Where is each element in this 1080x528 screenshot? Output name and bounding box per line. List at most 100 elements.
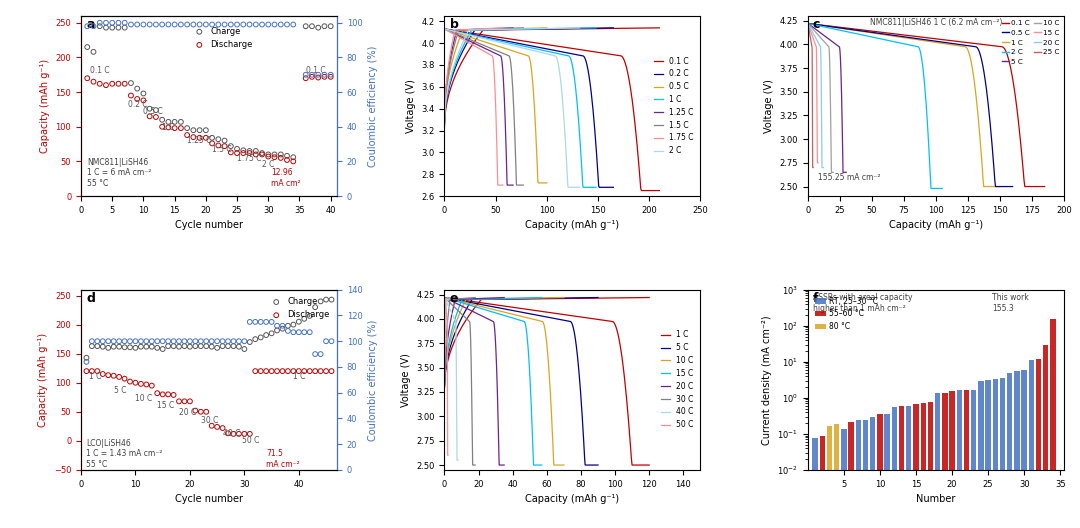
Point [172,118,189,126]
Point [147,113,164,121]
Point [85,78,103,86]
Bar [928,402,933,528]
Point [208,423,226,431]
Y-axis label: Capacity (mAh g⁻¹): Capacity (mAh g⁻¹) [40,59,50,153]
Point [241,430,258,438]
Point [259,20,276,29]
Point [141,112,159,120]
Legend: 0.1 C, 0.2 C, 0.5 C, 1 C, 1.25 C, 1.5 C, 1.75 C, 2 C: 0.1 C, 0.2 C, 0.5 C, 1 C, 1.25 C, 1.5 C,… [650,53,697,158]
Point [310,71,327,79]
Point [132,343,149,351]
Point [262,329,280,337]
Point [78,367,95,375]
Point [219,337,237,345]
Bar [849,421,854,528]
Point [303,71,321,79]
Point [105,337,122,345]
Bar [855,420,861,528]
Point [228,145,245,153]
Text: f: f [813,291,819,305]
Bar [957,391,962,528]
Text: LCO|LiSH46
1 C = 1.43 mA cm⁻²
55 °C: LCO|LiSH46 1 C = 1.43 mA cm⁻² 55 °C [86,439,163,469]
Text: 1 C: 1 C [162,123,175,132]
Bar [820,436,825,528]
Point [203,337,220,345]
Text: 155.25 mA cm⁻²: 155.25 mA cm⁻² [819,173,880,182]
Bar [1014,371,1020,528]
Point [228,149,245,157]
Point [285,367,302,375]
Legend: Charge, Discharge: Charge, Discharge [265,294,333,323]
Point [296,328,313,336]
Point [144,343,161,351]
Point [274,322,292,330]
X-axis label: Cycle number: Cycle number [175,220,243,230]
Point [230,343,247,351]
Point [110,18,127,27]
Point [129,84,146,93]
Bar [812,438,818,528]
Bar [978,381,984,528]
Point [91,18,108,27]
Point [78,354,95,362]
Point [138,343,156,351]
Point [178,131,195,139]
Point [230,337,247,345]
Point [104,18,121,27]
Point [318,367,335,375]
Point [110,337,127,345]
Point [291,328,308,336]
Point [191,126,208,135]
Text: 0.1 C: 0.1 C [91,65,110,74]
Text: This work
155.3: This work 155.3 [993,294,1029,313]
Point [252,318,269,326]
Point [99,337,117,345]
Point [303,22,321,31]
Point [225,342,242,351]
Point [138,380,156,389]
Point [246,318,264,326]
Point [216,136,233,145]
Point [257,367,274,375]
Y-axis label: Voltage (V): Voltage (V) [406,79,416,133]
Point [210,141,227,149]
Point [171,343,188,351]
Point [266,20,283,29]
Bar [906,406,912,528]
Point [219,342,237,351]
Bar [1028,360,1034,528]
Point [166,124,184,133]
Text: 1.75 C: 1.75 C [237,154,261,163]
Point [105,343,122,351]
Point [160,123,177,131]
Point [254,149,271,157]
Point [274,324,292,333]
Point [149,337,166,345]
Point [234,146,252,155]
Point [185,20,202,29]
Y-axis label: Capacity (mAh g⁻¹): Capacity (mAh g⁻¹) [38,333,49,427]
Point [301,312,319,320]
Point [235,430,253,438]
Point [94,343,111,351]
X-axis label: Capacity (mAh g⁻¹): Capacity (mAh g⁻¹) [525,494,620,504]
Point [187,407,204,415]
Point [259,150,276,159]
Point [79,43,96,51]
Point [216,142,233,150]
Point [147,106,164,115]
Point [110,373,127,381]
Legend: 1 C, 5 C, 10 C, 15 C, 20 C, 30 C, 40 C, 50 C: 1 C, 5 C, 10 C, 15 C, 20 C, 30 C, 40 C, … [658,327,697,432]
Point [285,157,302,166]
Point [285,328,302,336]
Point [272,154,289,162]
Point [312,367,329,375]
Point [110,343,127,351]
Point [272,20,289,29]
Bar [1007,373,1012,528]
Point [315,71,333,79]
Text: 71.5
mA cm⁻²: 71.5 mA cm⁻² [266,449,300,469]
Bar [827,426,833,528]
Point [154,345,172,353]
Point [135,89,152,98]
